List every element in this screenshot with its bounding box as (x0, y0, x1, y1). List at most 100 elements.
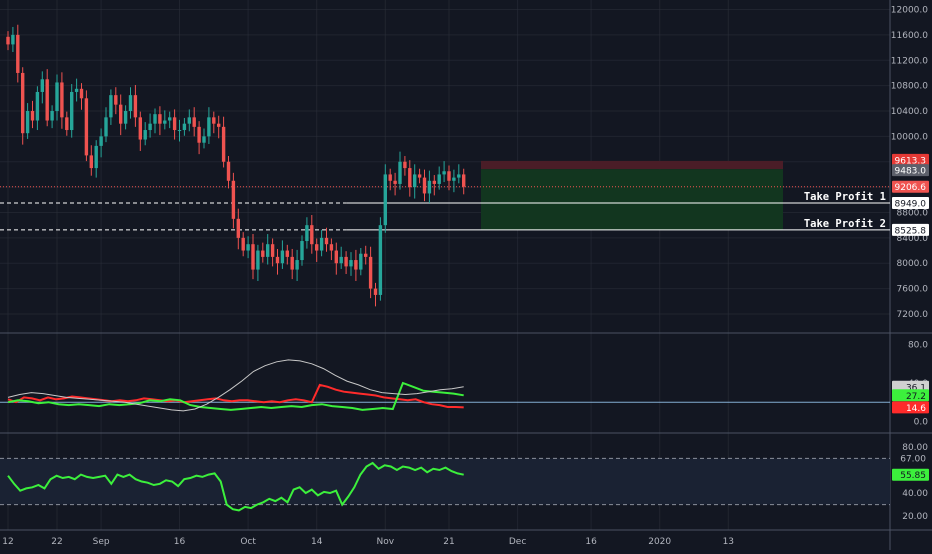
candle-body (275, 256, 280, 264)
x-tick-label: 2020 (648, 537, 671, 547)
candle-body (462, 174, 466, 187)
candle-body (94, 145, 98, 169)
candle-body (104, 117, 108, 137)
candle-body (21, 72, 25, 134)
candle-body (300, 241, 304, 261)
x-tick-label: Oct (240, 537, 256, 547)
y-tick-label: 10800.0 (891, 82, 928, 92)
x-tick-label: 16 (174, 537, 186, 547)
stop-price-badge (892, 153, 929, 166)
candle-body (182, 123, 187, 131)
candle-body (383, 174, 387, 226)
x-tick-label: 13 (723, 537, 734, 547)
candle-body (168, 117, 172, 121)
rsi-value-label: 55.85 (900, 471, 926, 481)
candle-body (256, 250, 260, 270)
candle-body (226, 161, 231, 181)
rsi-upper-label: 67.00 (900, 454, 926, 464)
last-price-badge (892, 180, 929, 193)
dmi-minus-value-label: 14.6 (906, 404, 926, 414)
tp1-price-label: 8949.0 (895, 200, 927, 210)
candle-body (457, 174, 461, 178)
candle-body (187, 117, 191, 124)
candle-body (398, 161, 402, 184)
candle-body (251, 244, 255, 270)
candle-body (221, 126, 226, 162)
candle-body (40, 79, 44, 92)
candle-body (231, 180, 236, 219)
candle-body (6, 36, 10, 45)
candle-body (212, 117, 216, 124)
candle-body (74, 88, 79, 92)
candle-body (422, 177, 427, 194)
entry-price-label: 9483.0 (895, 167, 927, 177)
tp2-price-badge (892, 223, 929, 236)
candle-body (172, 117, 177, 131)
dmi-y-tick: 0.0 (914, 417, 929, 427)
candle-body (79, 88, 84, 99)
rsi-y-tick: 40.00 (902, 489, 928, 499)
dmi-minus-value-badge (892, 401, 929, 414)
dmi-series-dmi_minus (7, 383, 464, 409)
x-tick-label: Nov (377, 537, 395, 547)
candle-body (25, 111, 30, 134)
candle-body (163, 120, 167, 124)
adx-value-label: 36.1 (906, 383, 926, 393)
candle-body (427, 180, 432, 194)
candle-body (70, 91, 74, 131)
candle-body (30, 111, 35, 121)
candle-body (192, 117, 196, 127)
dmi-series-adx (7, 359, 464, 412)
candle-body (55, 82, 59, 111)
rsi-series (7, 461, 464, 512)
candle-body (197, 126, 201, 143)
candle-body (368, 256, 373, 289)
candle-body (437, 174, 441, 184)
candle-body (285, 250, 289, 257)
candle-body (408, 168, 412, 188)
candle-body (89, 155, 93, 169)
candle-body (295, 260, 299, 270)
candle-body (334, 250, 338, 264)
candle-body (344, 256, 348, 267)
candle-body (388, 174, 392, 181)
candle-body (217, 123, 221, 127)
candle-body (270, 244, 275, 257)
candle-body (114, 95, 118, 105)
candle-body (310, 225, 314, 245)
candle-body (266, 244, 270, 257)
candle-body (354, 260, 358, 270)
y-tick-label: 8000.0 (897, 259, 929, 269)
y-tick-label: 8800.0 (897, 208, 929, 218)
candle-body (143, 130, 147, 140)
candle-body (50, 111, 54, 121)
candle-body (128, 95, 133, 111)
candle-body (378, 225, 383, 295)
y-tick-label: 7600.0 (897, 285, 929, 295)
candle-body (60, 82, 64, 118)
entry-price-badge (892, 164, 929, 177)
stop-price-label: 9613.3 (895, 156, 927, 166)
tp2-price-label: 8525.8 (895, 226, 927, 236)
candle-body (99, 136, 103, 146)
candle-body (261, 250, 265, 257)
y-tick-label: 8400.0 (897, 234, 929, 244)
candle-body (290, 256, 294, 270)
dmi-plus-value-badge (892, 389, 929, 402)
candle-body (432, 180, 436, 184)
x-tick-label: 14 (311, 537, 323, 547)
candle-body (207, 117, 211, 137)
y-tick-label: 11600.0 (891, 31, 928, 41)
candle-body (319, 237, 324, 251)
stop-loss-zone (481, 160, 783, 170)
x-tick-label: 21 (443, 537, 454, 547)
candle-body (442, 171, 446, 175)
take-profit-1-annotation: Take Profit 1 (804, 191, 886, 203)
x-tick-label: Dec (509, 537, 526, 547)
candle-body (447, 171, 451, 181)
candle-body (364, 253, 368, 257)
y-tick-label: 12000.0 (891, 6, 928, 16)
y-tick-label: 10400.0 (891, 107, 928, 117)
